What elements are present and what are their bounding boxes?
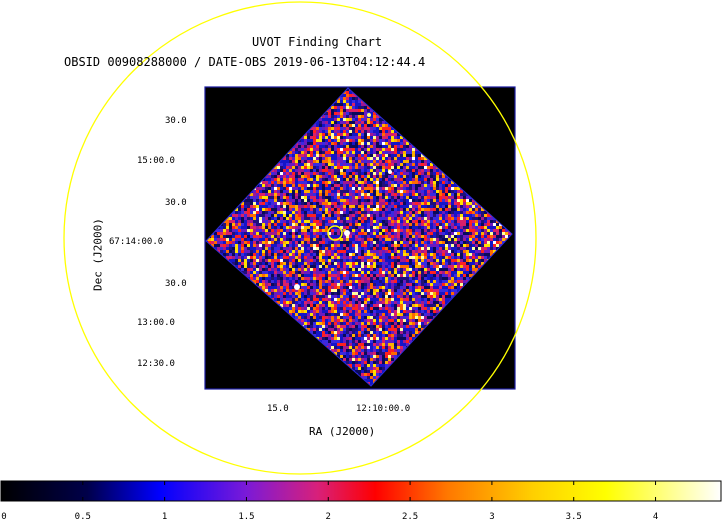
x-axis-label: RA (J2000) (309, 425, 375, 438)
ra-tick-label: 15.0 (267, 404, 289, 414)
chart-title: UVOT Finding Chart (252, 35, 382, 49)
bright-source (388, 170, 392, 174)
bright-source (367, 113, 371, 117)
bright-source (294, 284, 300, 290)
dec-tick-label: 67:14:00.0 (109, 237, 163, 247)
y-axis-label: Dec (J2000) (92, 215, 105, 295)
dec-tick-label: 30.0 (165, 279, 187, 289)
dec-tick-label: 15:00.0 (137, 156, 175, 166)
ra-tick-label: 12:10:00.0 (356, 404, 410, 414)
colorbar (1, 481, 721, 501)
bright-source (344, 230, 350, 236)
dec-tick-label: 30.0 (165, 116, 187, 126)
dec-tick-label: 13:00.0 (137, 318, 175, 328)
chart-subtitle: OBSID 00908288000 / DATE-OBS 2019-06-13T… (64, 55, 425, 69)
dec-tick-label: 30.0 (165, 198, 187, 208)
dec-tick-label: 12:30.0 (137, 359, 175, 369)
